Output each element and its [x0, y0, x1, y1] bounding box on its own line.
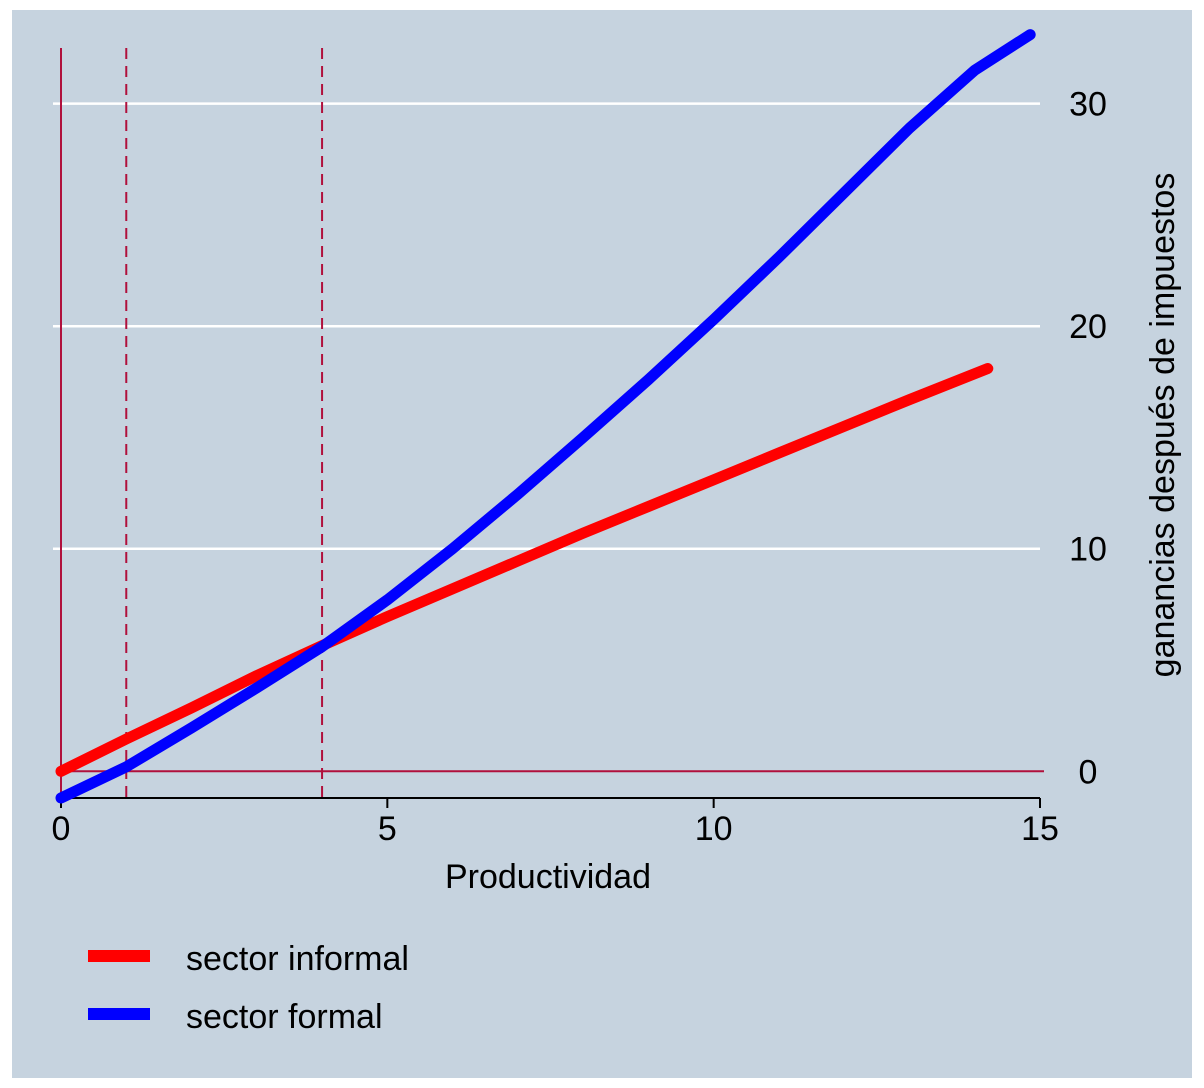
series-lines	[55, 29, 1036, 804]
x-axis: 0 5 10 15	[52, 797, 1059, 848]
x-axis-title: Productividad	[445, 858, 651, 896]
grid-lines	[53, 102, 1040, 550]
legend-label-informal: sector informal	[186, 940, 409, 978]
y-tick-label: 10	[1069, 531, 1107, 569]
x-tick-label: 10	[695, 810, 733, 848]
y-axis: 0 10 20 30	[1069, 86, 1107, 792]
y-tick-label: 20	[1069, 308, 1107, 346]
series-line-informal	[55, 363, 994, 777]
series-line-formal	[55, 29, 1036, 804]
y-tick-label: 0	[1079, 753, 1098, 791]
y-tick-label: 30	[1069, 86, 1107, 124]
x-tick-label: 15	[1021, 810, 1059, 848]
reference-lines	[60, 48, 1044, 798]
y-axis-title: ganancias después de impuestos	[1144, 173, 1182, 678]
x-tick-label: 5	[378, 810, 397, 848]
x-tick-label: 0	[52, 810, 71, 848]
chart-background	[12, 10, 1192, 1078]
legend: sector informal sector formal	[88, 940, 409, 1036]
legend-label-formal: sector formal	[186, 998, 383, 1036]
